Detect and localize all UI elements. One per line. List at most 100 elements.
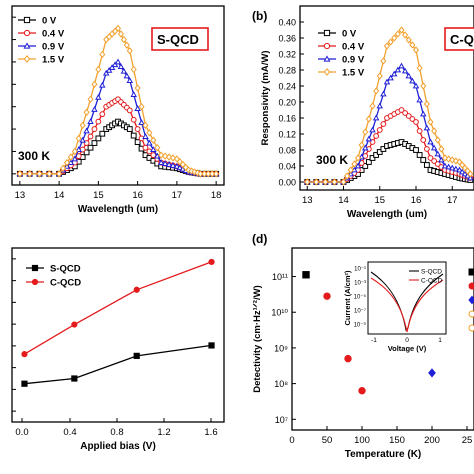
- panel-a-data-point: [71, 147, 78, 156]
- panel-b-y-tick-label: 0.12: [278, 130, 296, 140]
- panel-b-data-point: [434, 161, 441, 167]
- panel-c-x-tick-label: 1.6: [204, 427, 217, 438]
- panel-a-data-point: [63, 158, 71, 167]
- panel-a-legend-marker: [23, 42, 31, 49]
- panel-a-data-point: [95, 93, 102, 100]
- panel-b-legend-marker: [323, 55, 331, 62]
- panel-c-legend-marker: [31, 264, 39, 272]
- panel-b-data-point: [456, 166, 463, 173]
- panel-a-x-tick-label: 17: [172, 190, 183, 201]
- panel-d-x-tick-label: 0: [289, 435, 294, 446]
- panel-a-data-point: [213, 170, 220, 178]
- panel-b-temperature-annotation: 300 K: [316, 153, 348, 167]
- panel-c-data-point: [21, 380, 28, 387]
- panel-a-data-point: [87, 95, 94, 103]
- panel-a-data-point: [169, 154, 177, 162]
- inset-y-tick-label: 10⁻⁹: [354, 322, 367, 329]
- panel-a-data-point: [126, 77, 134, 84]
- panel-b-y-tick-label: 0.04: [278, 162, 296, 172]
- panel-d-legend-marker: [468, 324, 474, 332]
- panel-b-data-point: [369, 155, 376, 161]
- panel-d-y-tick-label: 10¹¹: [272, 272, 288, 282]
- panel-d-legend-marker: [468, 310, 474, 318]
- panel-b-data-point: [354, 162, 362, 169]
- panel-b-data-point: [452, 165, 460, 172]
- panel-b-data-point: [322, 178, 329, 186]
- panel-b-legend-label: 0 V: [342, 29, 357, 40]
- panel-c-x-tick-label: 0.0: [15, 427, 28, 438]
- panel-d-y-axis-label: Detectivity (cm·Hz¹ᐟ²/W): [252, 285, 263, 392]
- panel-a-data-point: [154, 144, 161, 152]
- panel-b-data-point: [354, 154, 362, 162]
- panel-a-data-point: [83, 149, 90, 156]
- panel-a-data-point: [146, 129, 153, 137]
- panel-d-x-tick-label: 25: [462, 435, 473, 446]
- panel-b-data-point: [423, 162, 430, 168]
- panel-a-data-point: [123, 41, 130, 49]
- panel-a-data-point: [173, 162, 181, 169]
- panel-a-data-point: [126, 107, 133, 114]
- inset-x-tick-label: -1: [371, 337, 377, 344]
- panel-c-data-point: [71, 321, 78, 328]
- panel-a-data-point: [150, 146, 157, 152]
- panel-d-y-tick-label: 10⁸: [274, 379, 288, 389]
- panel-a-data-point: [130, 65, 137, 74]
- panel-a-data-point: [134, 126, 141, 132]
- panel-a-data-point: [99, 81, 106, 88]
- panel-d-x-tick-label: 200: [424, 435, 440, 446]
- panel-b-data-point: [398, 62, 405, 69]
- panel-a-sample-box: [151, 27, 209, 51]
- panel-a-x-axis-label: Wavelength (um): [78, 204, 158, 215]
- panel-b-data-point: [420, 157, 427, 163]
- panel-b-responsivity-c-qcd: 13 14 15 16 17 Wavelength (um) 0.00 0.04 0.08 0.1…: [260, 5, 474, 220]
- panel-b-data-point: [362, 163, 369, 169]
- panel-b-y-tick-label: 0.28: [278, 66, 296, 76]
- inset-x-tick-label: 1: [438, 337, 442, 344]
- panel-b-data-point: [362, 128, 369, 136]
- panel-b-data-point: [376, 72, 383, 80]
- panel-b-data-point: [438, 156, 445, 163]
- panel-b-data-point: [347, 170, 354, 177]
- panel-b-data-point: [340, 178, 347, 186]
- panel-b-y-tick-label: 0.20: [278, 98, 296, 108]
- panel-a-data-point: [130, 132, 137, 139]
- panel-a-data-point: [108, 64, 116, 70]
- panel-a-data-point: [146, 139, 153, 146]
- panel-b-data-point: [376, 102, 383, 109]
- panel-b-x-tick-label: 14: [338, 195, 349, 206]
- panel-b-data-point: [427, 155, 434, 161]
- panel-b-label: (b): [252, 9, 267, 23]
- panel-a-data-point: [71, 155, 79, 162]
- panel-a-data-point: [26, 170, 33, 178]
- panel-a-x-tick-label: 15: [93, 190, 104, 201]
- panel-b-data-point: [304, 178, 311, 186]
- panel-a-data-point: [120, 67, 128, 74]
- panel-b-y-tick-label: 0.32: [278, 50, 296, 60]
- panel-c-legend-label: S-QCD: [50, 264, 81, 275]
- panel-a-legend-label: 0 V: [42, 16, 57, 27]
- panel-a-data-point: [165, 153, 173, 161]
- panel-b-data-point: [365, 135, 373, 142]
- panel-a-data-point: [154, 152, 161, 159]
- inset-x-tick-label: 0: [405, 337, 409, 344]
- panel-b-legend-label: 0.9 V: [342, 55, 365, 66]
- panel-a-data-point: [150, 152, 157, 159]
- panel-b-data-point: [467, 170, 474, 178]
- panel-c-x-axis-label: Applied bias (V): [80, 441, 156, 452]
- panel-a-data-point: [16, 170, 23, 178]
- panel-b-data-point: [416, 96, 423, 103]
- panel-b-data-point: [376, 127, 383, 133]
- inset-legend-label: C-QCD: [421, 278, 443, 285]
- panel-b-data-point: [383, 42, 391, 50]
- panel-a-data-point: [91, 106, 98, 112]
- panel-a-data-point: [83, 127, 90, 134]
- panel-b-sample-box: [444, 27, 474, 51]
- panel-a-data-point: [158, 151, 165, 159]
- panel-a-x-tick-label: 14: [54, 190, 65, 201]
- panel-b-legend-label: 1.5 V: [342, 68, 365, 79]
- panel-a-data-point: [134, 105, 141, 111]
- panel-d-legend-marker: [468, 268, 474, 276]
- panel-d-y-tick-label: 10⁷: [275, 415, 288, 425]
- panel-a-data-point: [114, 58, 122, 65]
- panel-b-x-tick-label: 13: [302, 195, 313, 206]
